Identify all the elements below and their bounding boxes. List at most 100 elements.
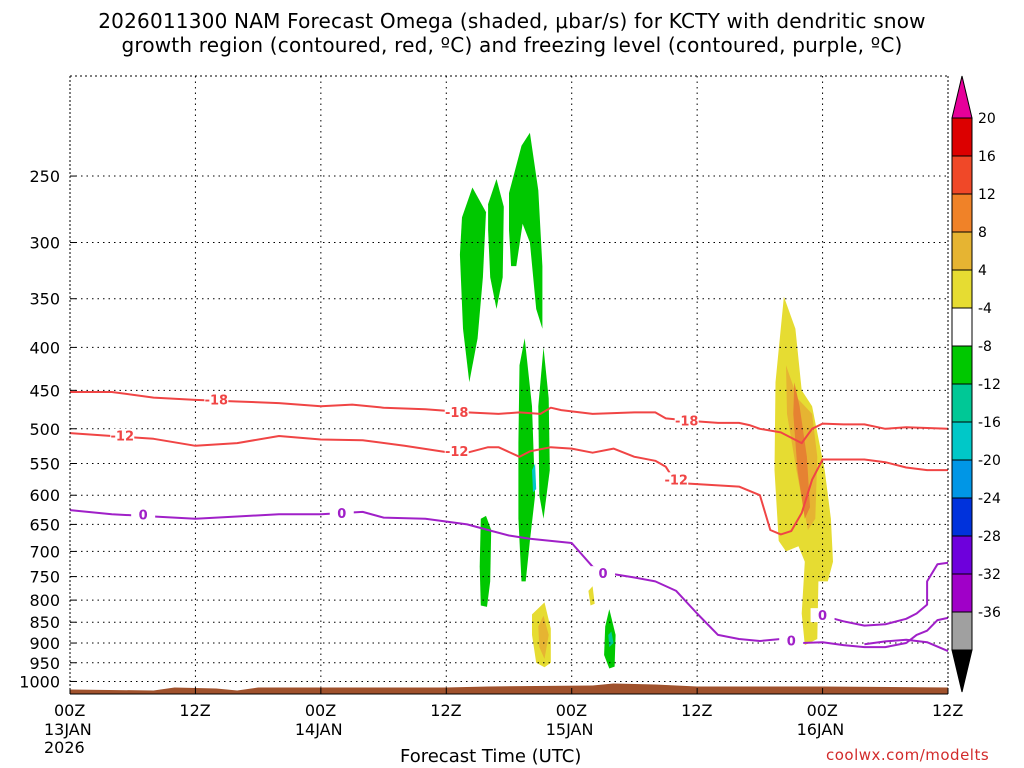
x-axis-title: Forecast Time (UTC) — [400, 746, 582, 767]
y-tick-label-800: 800 — [29, 591, 60, 610]
contour-label-bg--18-2 — [674, 413, 699, 428]
chart-title-line-2: growth region (contoured, red, ºC) and f… — [121, 33, 903, 57]
y-tick-label-500: 500 — [29, 420, 60, 439]
contour-label--18-1: -18 — [445, 406, 469, 421]
contour-label-bg--18-0 — [204, 392, 229, 407]
colorbar-label-2: 12 — [978, 187, 996, 203]
contour-label--12-2: -12 — [664, 473, 688, 488]
colorbar-swatch-5 — [951, 307, 973, 347]
omega-area-1-1 — [588, 586, 595, 606]
x-tick-label-4: 00Z — [555, 701, 588, 720]
omega-area-0-1 — [488, 179, 504, 309]
y-tick-label-550: 550 — [29, 455, 60, 474]
contour-0 — [69, 509, 949, 649]
x-tick-label-1: 12Z — [179, 701, 211, 720]
colorbar-swatch-4 — [951, 269, 973, 309]
colorbar-swatch-8 — [951, 421, 973, 461]
colorbar-swatch-7 — [951, 383, 973, 423]
y-tick-label-250: 250 — [29, 167, 60, 186]
colorbar-swatch-12 — [951, 573, 973, 613]
contour-label-0-1: 0 — [337, 507, 346, 522]
y-tick-label-350: 350 — [29, 290, 60, 309]
y-tick-label-650: 650 — [29, 515, 60, 534]
y-tick-label-700: 700 — [29, 542, 60, 561]
colorbar-swatch-2 — [951, 193, 973, 233]
colorbar: 20 16 12 8 4 -4 -8 -12 -16 -20 -24 -28 -32 -36 — [951, 75, 1001, 693]
colorbar-label-0: 20 — [978, 111, 996, 127]
omega-area-0-5 — [538, 347, 550, 519]
x-tick-date-2: 14JAN — [294, 720, 343, 739]
x-tick-label-5: 12Z — [681, 701, 713, 720]
colorbar-swatch-6 — [951, 345, 973, 385]
contour-0-tail — [864, 638, 949, 653]
y-tick-label-950: 950 — [29, 654, 60, 673]
contour-label-bg-0-1 — [329, 506, 354, 521]
contour-label-bg--12-0 — [110, 428, 135, 443]
colorbar-label-13: -36 — [978, 605, 1001, 621]
contour--12 — [69, 432, 948, 536]
colorbar-label-1: 16 — [978, 149, 996, 165]
y-tick-label-1000: 1000 — [19, 672, 60, 691]
colorbar-swatch-0 — [951, 117, 973, 157]
omega-area-0-3 — [479, 515, 492, 607]
credit-link[interactable]: coolwx.com/modelts — [826, 746, 990, 764]
contour-0-loop — [822, 561, 949, 627]
colorbar-label-12: -32 — [978, 567, 1001, 583]
colorbar-label-7: -12 — [978, 377, 1001, 393]
x-tick-label-6: 00Z — [806, 701, 838, 720]
gridlines — [70, 76, 948, 694]
y-tick-label-450: 450 — [29, 381, 60, 400]
contour-label-bg--12-1 — [444, 444, 469, 459]
contour-label-bg--18-1 — [444, 405, 469, 420]
colorbar-label-5: -4 — [978, 301, 992, 317]
x-tick-label-0: 00Z — [54, 701, 86, 720]
colorbar-swatch-3 — [951, 231, 973, 271]
contour-label-0-0: 0 — [139, 508, 148, 523]
x-tick-date-6: 16JAN — [796, 720, 845, 739]
omega-shading-layer — [459, 132, 833, 669]
y-tick-label-850: 850 — [29, 613, 60, 632]
contour-label-bg-0-loop-0 — [810, 608, 835, 623]
terrain — [70, 683, 948, 694]
y-tick-label-600: 600 — [29, 486, 60, 505]
omega-area-0-0 — [459, 187, 486, 383]
colorbar-bottom-arrow — [951, 649, 973, 693]
omega-area-0-4 — [518, 338, 536, 582]
contour-label-bg-0-2 — [591, 566, 616, 581]
contour-layer: -18 -18 -18 -12 -12 -12 0 0 0 0 0 — [69, 391, 949, 653]
colorbar-label-11: -28 — [978, 529, 1001, 545]
contour-label--12-1: -12 — [445, 445, 469, 460]
colorbar-label-8: -16 — [978, 415, 1001, 431]
colorbar-swatch-13 — [951, 611, 973, 651]
axes: 250 300 350 400 450 500 550 600 650 700 750 800 850 9… — [19, 75, 949, 695]
omega-area-3-0 — [793, 382, 810, 519]
y-tick-label-900: 900 — [29, 634, 60, 653]
colorbar-swatch-1 — [951, 155, 973, 195]
x-tick-label-2: 00Z — [304, 701, 337, 720]
x-tick-label-3: 12Z — [430, 701, 462, 720]
colorbar-label-4: 4 — [978, 263, 987, 279]
colorbar-label-10: -24 — [978, 491, 1001, 507]
contour-label-0-loop-0: 0 — [818, 609, 827, 624]
x-tick-label-7: 12Z — [932, 701, 964, 720]
contour--18 — [70, 391, 949, 445]
x-tick-year-0: 2026 — [44, 738, 85, 757]
colorbar-swatch-9 — [951, 459, 973, 499]
omega-area-0-2 — [509, 132, 543, 329]
chart-title-line-1: 2026011300 NAM Forecast Omega (shaded, μ… — [98, 9, 926, 33]
contour-label-bg--12-2 — [664, 472, 689, 487]
omega-area-2-0 — [538, 615, 549, 659]
x-tick-date-4: 15JAN — [545, 720, 594, 739]
contour-label--18-2: -18 — [675, 414, 699, 429]
colorbar-label-3: 8 — [978, 225, 987, 241]
omega-area-5-0 — [532, 463, 537, 493]
terrain-layer — [70, 683, 948, 694]
x-tick-date-0: 13JAN — [44, 720, 92, 739]
colorbar-label-6: -8 — [978, 339, 992, 355]
colorbar-top-arrow — [951, 75, 973, 119]
y-tick-label-400: 400 — [29, 338, 60, 357]
contour-label-0-3: 0 — [787, 634, 796, 649]
contour-label-bg-0-0 — [131, 507, 156, 522]
y-tick-label-750: 750 — [29, 568, 60, 587]
